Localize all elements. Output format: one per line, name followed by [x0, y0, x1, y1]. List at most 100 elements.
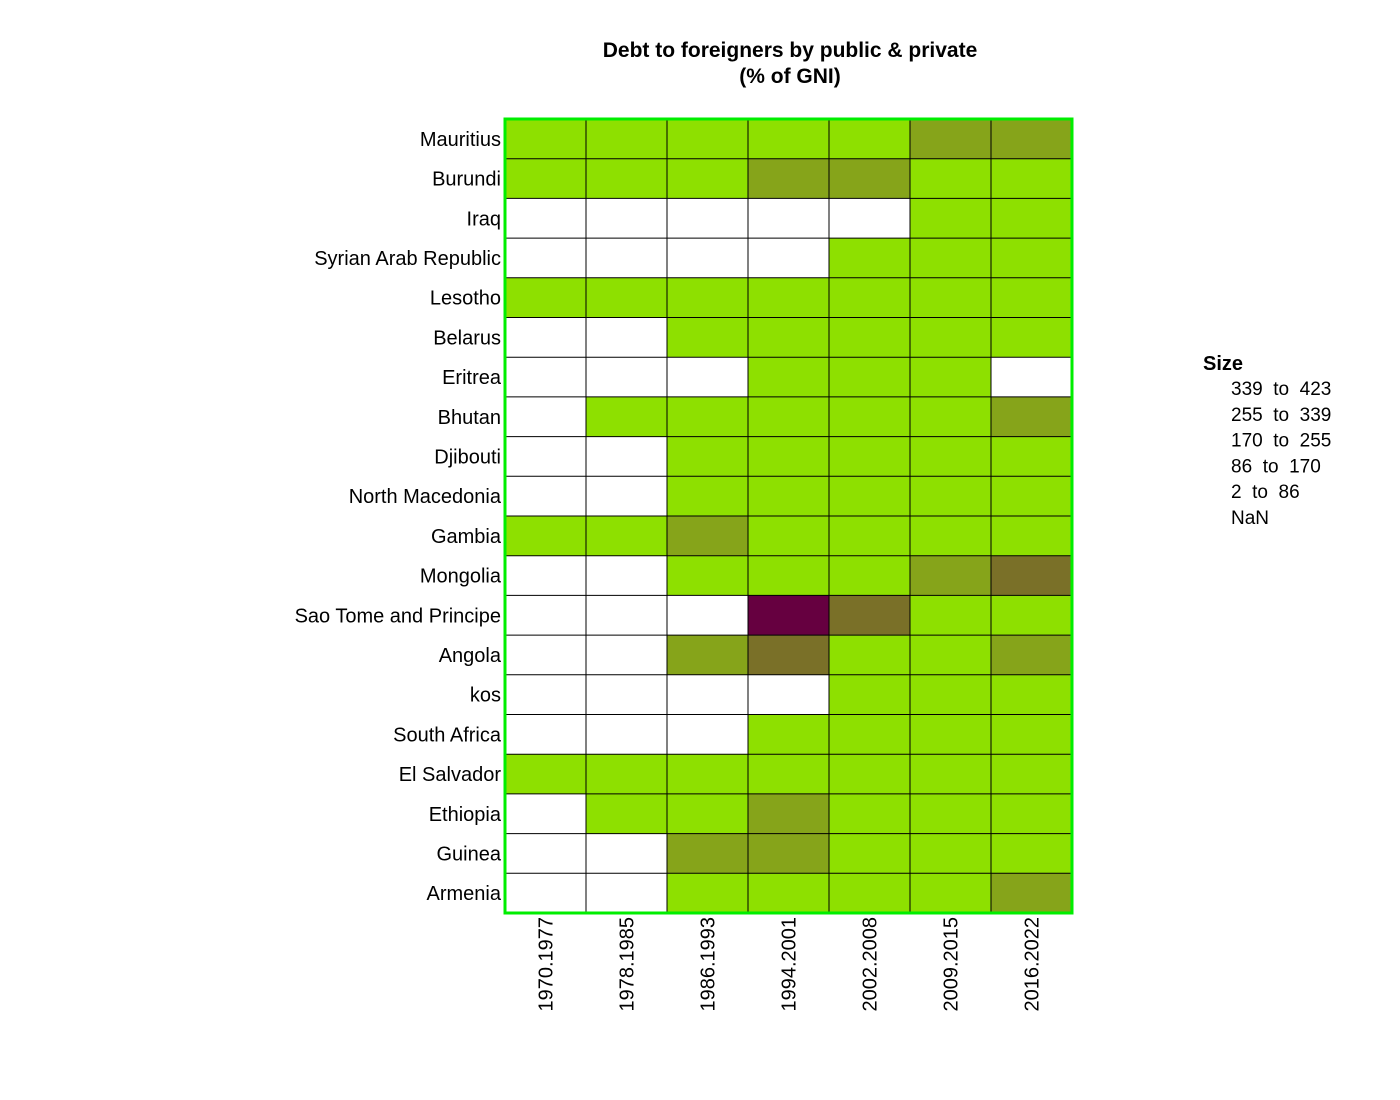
heatmap-cell [910, 476, 991, 516]
heatmap-cell [829, 873, 910, 913]
heatmap-cell [667, 714, 748, 755]
heatmap-cell [910, 714, 991, 755]
heatmap-grid [503, 117, 1074, 915]
chart-title-line-1: Debt to foreigners by public & private [603, 39, 978, 62]
heatmap-cell [586, 674, 667, 715]
heatmap-cell [910, 873, 991, 913]
heatmap-cell [748, 793, 829, 834]
heatmap-cell [748, 357, 829, 397]
heatmap-cell [910, 555, 991, 596]
heatmap-cell [748, 317, 829, 358]
heatmap-cell [991, 317, 1072, 358]
heatmap-cell [991, 158, 1072, 199]
heatmap-cell [586, 317, 667, 358]
heatmap-cell [586, 277, 667, 318]
heatmap-cell [991, 793, 1072, 834]
heatmap-cell [829, 595, 910, 636]
heatmap-cell [829, 436, 910, 477]
heatmap-cell [991, 555, 1072, 596]
heatmap-cell [667, 595, 748, 636]
heatmap-cell [748, 714, 829, 755]
heatmap-cell [829, 119, 910, 159]
column-label: 1978.1985 [617, 917, 639, 1012]
row-label: Eritrea [442, 367, 502, 389]
heatmap-cell [505, 555, 586, 596]
heatmap-cell [586, 635, 667, 675]
row-label: El Salvador [399, 764, 502, 786]
row-label: Burundi [432, 169, 501, 191]
heatmap-cell [505, 714, 586, 755]
row-label: South Africa [393, 724, 502, 746]
heatmap-cell [748, 198, 829, 239]
heatmap-cell [667, 198, 748, 239]
row-label: Syrian Arab Republic [314, 248, 501, 270]
heatmap-cell [586, 833, 667, 874]
row-label: Guinea [437, 843, 502, 865]
heatmap-cell [505, 516, 586, 556]
heatmap-cell [910, 754, 991, 794]
row-label: Mongolia [420, 566, 502, 588]
row-label: North Macedonia [349, 486, 502, 508]
heatmap-cell [748, 555, 829, 596]
heatmap-cell [505, 674, 586, 715]
heatmap-cell [586, 714, 667, 755]
heatmap-cell [829, 158, 910, 199]
heatmap-cell [829, 833, 910, 874]
heatmap-cell [991, 119, 1072, 159]
column-label: 2002.2008 [860, 917, 882, 1012]
heatmap-cell [910, 793, 991, 834]
heatmap-cell [910, 436, 991, 477]
legend-item: 2 to 86 [1231, 482, 1300, 503]
heatmap-cell [505, 793, 586, 834]
heatmap-cell [505, 317, 586, 358]
heatmap-cell [829, 277, 910, 318]
heatmap-cell [829, 317, 910, 358]
legend-item: NaN [1231, 508, 1269, 529]
heatmap-cell [505, 396, 586, 437]
heatmap-cell [910, 635, 991, 675]
heatmap-cell [829, 198, 910, 239]
row-label: kos [470, 685, 501, 707]
heatmap-cell [910, 595, 991, 636]
heatmap-cell [586, 793, 667, 834]
heatmap-cell [586, 754, 667, 794]
heatmap-cell [910, 357, 991, 397]
row-label: Angola [439, 645, 502, 667]
heatmap-cell [586, 555, 667, 596]
column-label: 2009.2015 [941, 917, 963, 1012]
heatmap-cell [910, 158, 991, 199]
heatmap-cell [505, 158, 586, 199]
heatmap-cell [505, 833, 586, 874]
heatmap-cell [991, 198, 1072, 239]
heatmap-cell [667, 873, 748, 913]
heatmap-cell [667, 396, 748, 437]
heatmap-cell [991, 396, 1072, 437]
heatmap-cell [586, 158, 667, 199]
heatmap-cell [991, 436, 1072, 477]
heatmap-cell [505, 119, 586, 159]
heatmap-cell [991, 873, 1072, 913]
heatmap-cell [667, 317, 748, 358]
heatmap-cell [505, 436, 586, 477]
heatmap-frame [503, 117, 1074, 915]
heatmap-cell [748, 119, 829, 159]
heatmap-cell [910, 277, 991, 318]
heatmap-cell [667, 357, 748, 397]
heatmap-cell [910, 833, 991, 874]
heatmap-cell [748, 436, 829, 477]
column-label: 2016.2022 [1022, 917, 1044, 1012]
heatmap-cell [505, 476, 586, 516]
column-labels: 1970.1977 1978.1985 1986.1993 1994.2001 2002… [536, 917, 1044, 1012]
row-label: Belarus [433, 327, 501, 349]
heatmap-cell [586, 436, 667, 477]
heatmap-cell [748, 754, 829, 794]
heatmap-cell [505, 357, 586, 397]
heatmap-cell [829, 476, 910, 516]
heatmap-cell [667, 238, 748, 278]
heatmap-cell [667, 674, 748, 715]
heatmap-cell [667, 516, 748, 556]
heatmap-cell [829, 635, 910, 675]
heatmap-cell [910, 198, 991, 239]
legend-item: 170 to 255 [1231, 431, 1331, 452]
